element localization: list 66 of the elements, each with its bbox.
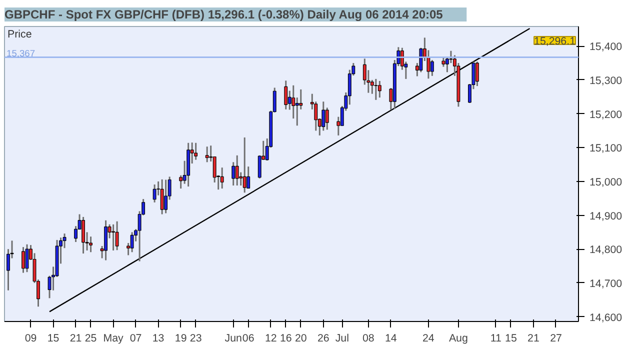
x-tick-label: 26 [317, 332, 330, 344]
x-tick-label: 14 [384, 332, 397, 344]
candlestick [112, 224, 116, 252]
candlestick [82, 216, 85, 254]
x-tick-label: 16 [280, 332, 292, 344]
candlestick [378, 80, 382, 98]
candlestick [164, 179, 168, 214]
candlestick [22, 246, 25, 274]
y-tick-label: 14,900 [590, 210, 622, 222]
candlestick [89, 236, 92, 253]
candlestick [258, 154, 262, 180]
y-tick-label: 14,800 [590, 244, 622, 256]
candlestick [115, 220, 119, 251]
x-tick-label: 25 [84, 332, 97, 344]
x-tick-label: 15 [47, 332, 60, 344]
x-tick-label: 27 [550, 332, 562, 344]
candlestick [130, 231, 134, 253]
candlestick [449, 50, 453, 64]
candlestick [160, 178, 164, 216]
x-tick-label: 07 [130, 332, 142, 344]
x-tick-label: 21 [70, 332, 82, 344]
candlestick [205, 146, 209, 163]
x-tick-label: 15 [505, 332, 517, 344]
x-tick-label: 13 [152, 332, 164, 344]
y-tick-label: 15,100 [590, 142, 622, 155]
candlestick [220, 166, 224, 190]
ref-line-label: 15,367 [6, 48, 36, 58]
candlestick [325, 106, 329, 130]
x-tick-label: 08 [362, 332, 374, 344]
candlestick [194, 142, 198, 161]
y-tick-label: 15,400 [590, 41, 622, 54]
y-tick-label: 15,200 [590, 108, 622, 121]
candlestick [295, 96, 299, 126]
candlestick [152, 184, 156, 204]
y-tick-label: 14,600 [590, 312, 622, 324]
candlestick [235, 154, 239, 186]
y-axis-title: Price [8, 28, 32, 40]
candlestick [284, 80, 288, 110]
x-tick-label: 12 [264, 332, 277, 344]
x-tick-label: 11 [490, 332, 502, 344]
x-tick-label: 06 [242, 332, 254, 344]
x-tick-label: 24 [422, 332, 434, 344]
candlestick [430, 59, 434, 77]
x-tick-label: 20 [294, 332, 307, 344]
candlestick [299, 88, 303, 110]
x-tick-label: 23 [190, 332, 202, 344]
x-tick-label: May [103, 332, 124, 344]
candlestick [442, 56, 446, 68]
annotation: 15,296.1 [534, 36, 576, 48]
x-tick-label: 09 [24, 332, 37, 344]
candlestick [242, 136, 246, 194]
x-tick-label: Jul [335, 332, 349, 344]
candlestick [374, 78, 378, 101]
y-tick-label: 15,300 [590, 74, 622, 87]
candlestick [476, 60, 479, 87]
x-tick-label: Aug [448, 332, 468, 344]
y-tick-label: 14,700 [590, 278, 622, 290]
candlestick [104, 220, 108, 262]
y-tick-label: 15,000 [590, 176, 622, 188]
candlestick [232, 161, 236, 186]
candlestick [179, 174, 183, 190]
x-tick-label: Jun [224, 332, 242, 344]
chart-title: GBPCHF - Spot FX GBP/CHF (DFB) 15,296.1 (-0.38%) Daily Aug 06 2014 20:05 [4, 8, 444, 22]
x-tick-label: 21 [528, 332, 540, 344]
x-tick-label: 19 [174, 332, 187, 344]
candlestick [322, 100, 326, 132]
